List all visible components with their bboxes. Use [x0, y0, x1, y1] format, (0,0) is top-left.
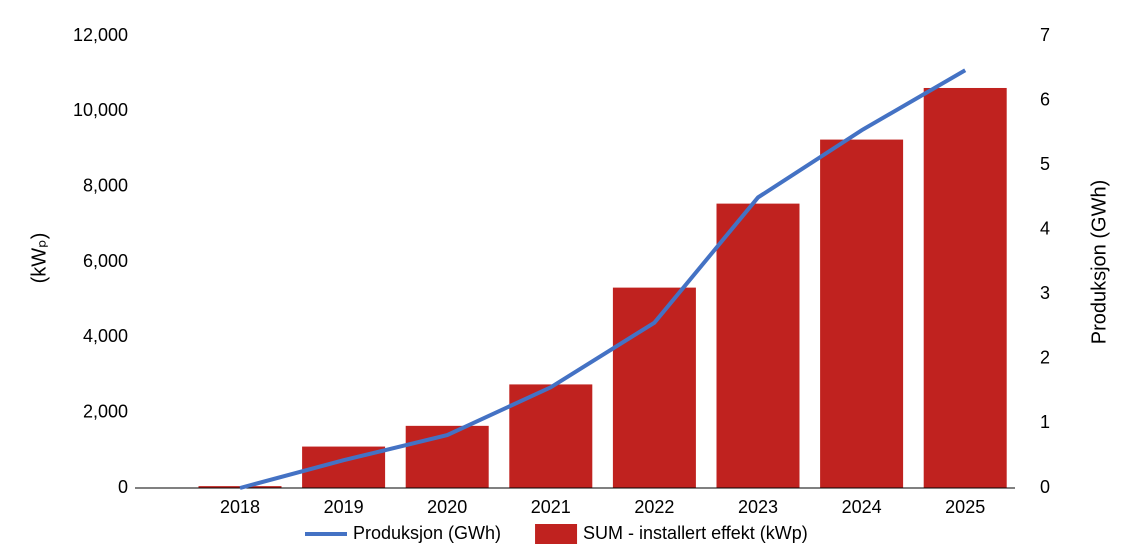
y-tick-label: 2,000: [83, 401, 128, 421]
legend-label: SUM - installert effekt (kWp): [583, 523, 808, 543]
y2-tick-label: 0: [1040, 477, 1050, 497]
y2-tick-label: 6: [1040, 89, 1050, 109]
y2-tick-label: 5: [1040, 154, 1050, 174]
x-tick-label: 2018: [220, 497, 260, 517]
y-tick-label: 8,000: [83, 175, 128, 195]
x-tick-label: 2020: [427, 497, 467, 517]
y2-tick-label: 7: [1040, 25, 1050, 45]
x-tick-label: 2024: [842, 497, 882, 517]
x-tick-label: 2019: [324, 497, 364, 517]
x-tick-label: 2023: [738, 497, 778, 517]
y2-tick-label: 2: [1040, 348, 1050, 368]
legend-label: Produksjon (GWh): [353, 523, 501, 543]
bar: [923, 87, 1007, 488]
y2-tick-label: 1: [1040, 412, 1050, 432]
x-tick-label: 2021: [531, 497, 571, 517]
x-tick-label: 2025: [945, 497, 985, 517]
y-tick-label: 12,000: [73, 25, 128, 45]
line: [239, 68, 967, 490]
y2-axis-title: Produksjon (GWh): [1088, 180, 1110, 345]
y-tick-label: 6,000: [83, 251, 128, 271]
legend-swatch: [535, 524, 578, 544]
bar: [612, 287, 696, 488]
y-axis-title: (kWₚ): [28, 233, 50, 284]
bar: [820, 139, 904, 489]
y-tick-label: 4,000: [83, 326, 128, 346]
y-tick-label: 10,000: [73, 100, 128, 120]
y2-tick-label: 3: [1040, 283, 1050, 303]
y2-tick-label: 4: [1040, 218, 1050, 238]
y-tick-label: 0: [118, 477, 128, 497]
x-tick-label: 2022: [634, 497, 674, 517]
bar: [716, 203, 800, 488]
